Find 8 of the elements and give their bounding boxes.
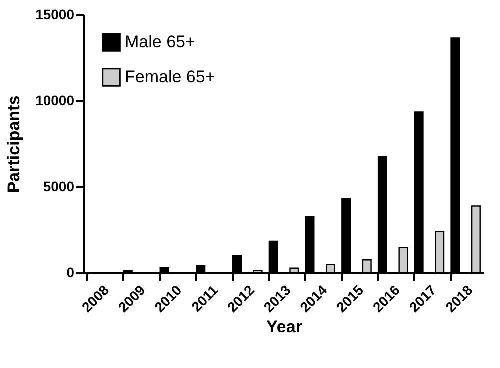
y-tick-label: 5000 xyxy=(43,178,75,194)
x-axis-title: Year xyxy=(266,317,303,336)
legend-label: Female 65+ xyxy=(125,68,216,86)
y-tick-label: 15000 xyxy=(36,6,75,22)
legend-label: Male 65+ xyxy=(125,32,196,52)
y-tick-label: 0 xyxy=(66,264,75,280)
y-axis-title: Participants xyxy=(4,96,24,194)
y-tick-label: 10000 xyxy=(36,92,75,108)
